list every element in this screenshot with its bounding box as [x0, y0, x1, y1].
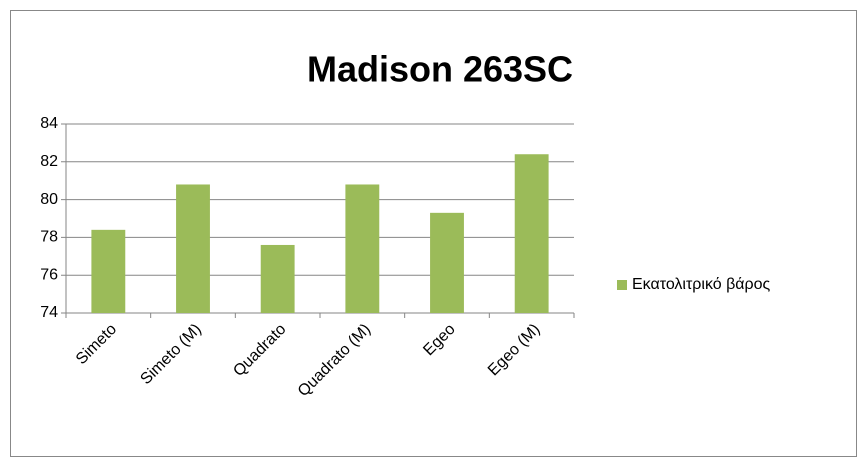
- legend-swatch: [617, 280, 627, 290]
- y-tick-label: 80: [40, 191, 58, 208]
- legend-label: Εκατολιτρικό βάρος: [632, 276, 771, 293]
- chart-title: Madison 263SC: [307, 49, 573, 90]
- y-tick-label: 78: [40, 229, 58, 246]
- bar: [514, 154, 549, 313]
- bar: [345, 184, 380, 313]
- y-tick-label: 84: [40, 115, 58, 132]
- y-tick-label: 82: [40, 153, 58, 170]
- bar: [430, 212, 464, 313]
- y-tick-label: 76: [40, 266, 58, 283]
- bar: [260, 244, 295, 313]
- bar: [91, 229, 126, 313]
- bar: [176, 184, 210, 313]
- y-tick-label: 74: [40, 304, 58, 321]
